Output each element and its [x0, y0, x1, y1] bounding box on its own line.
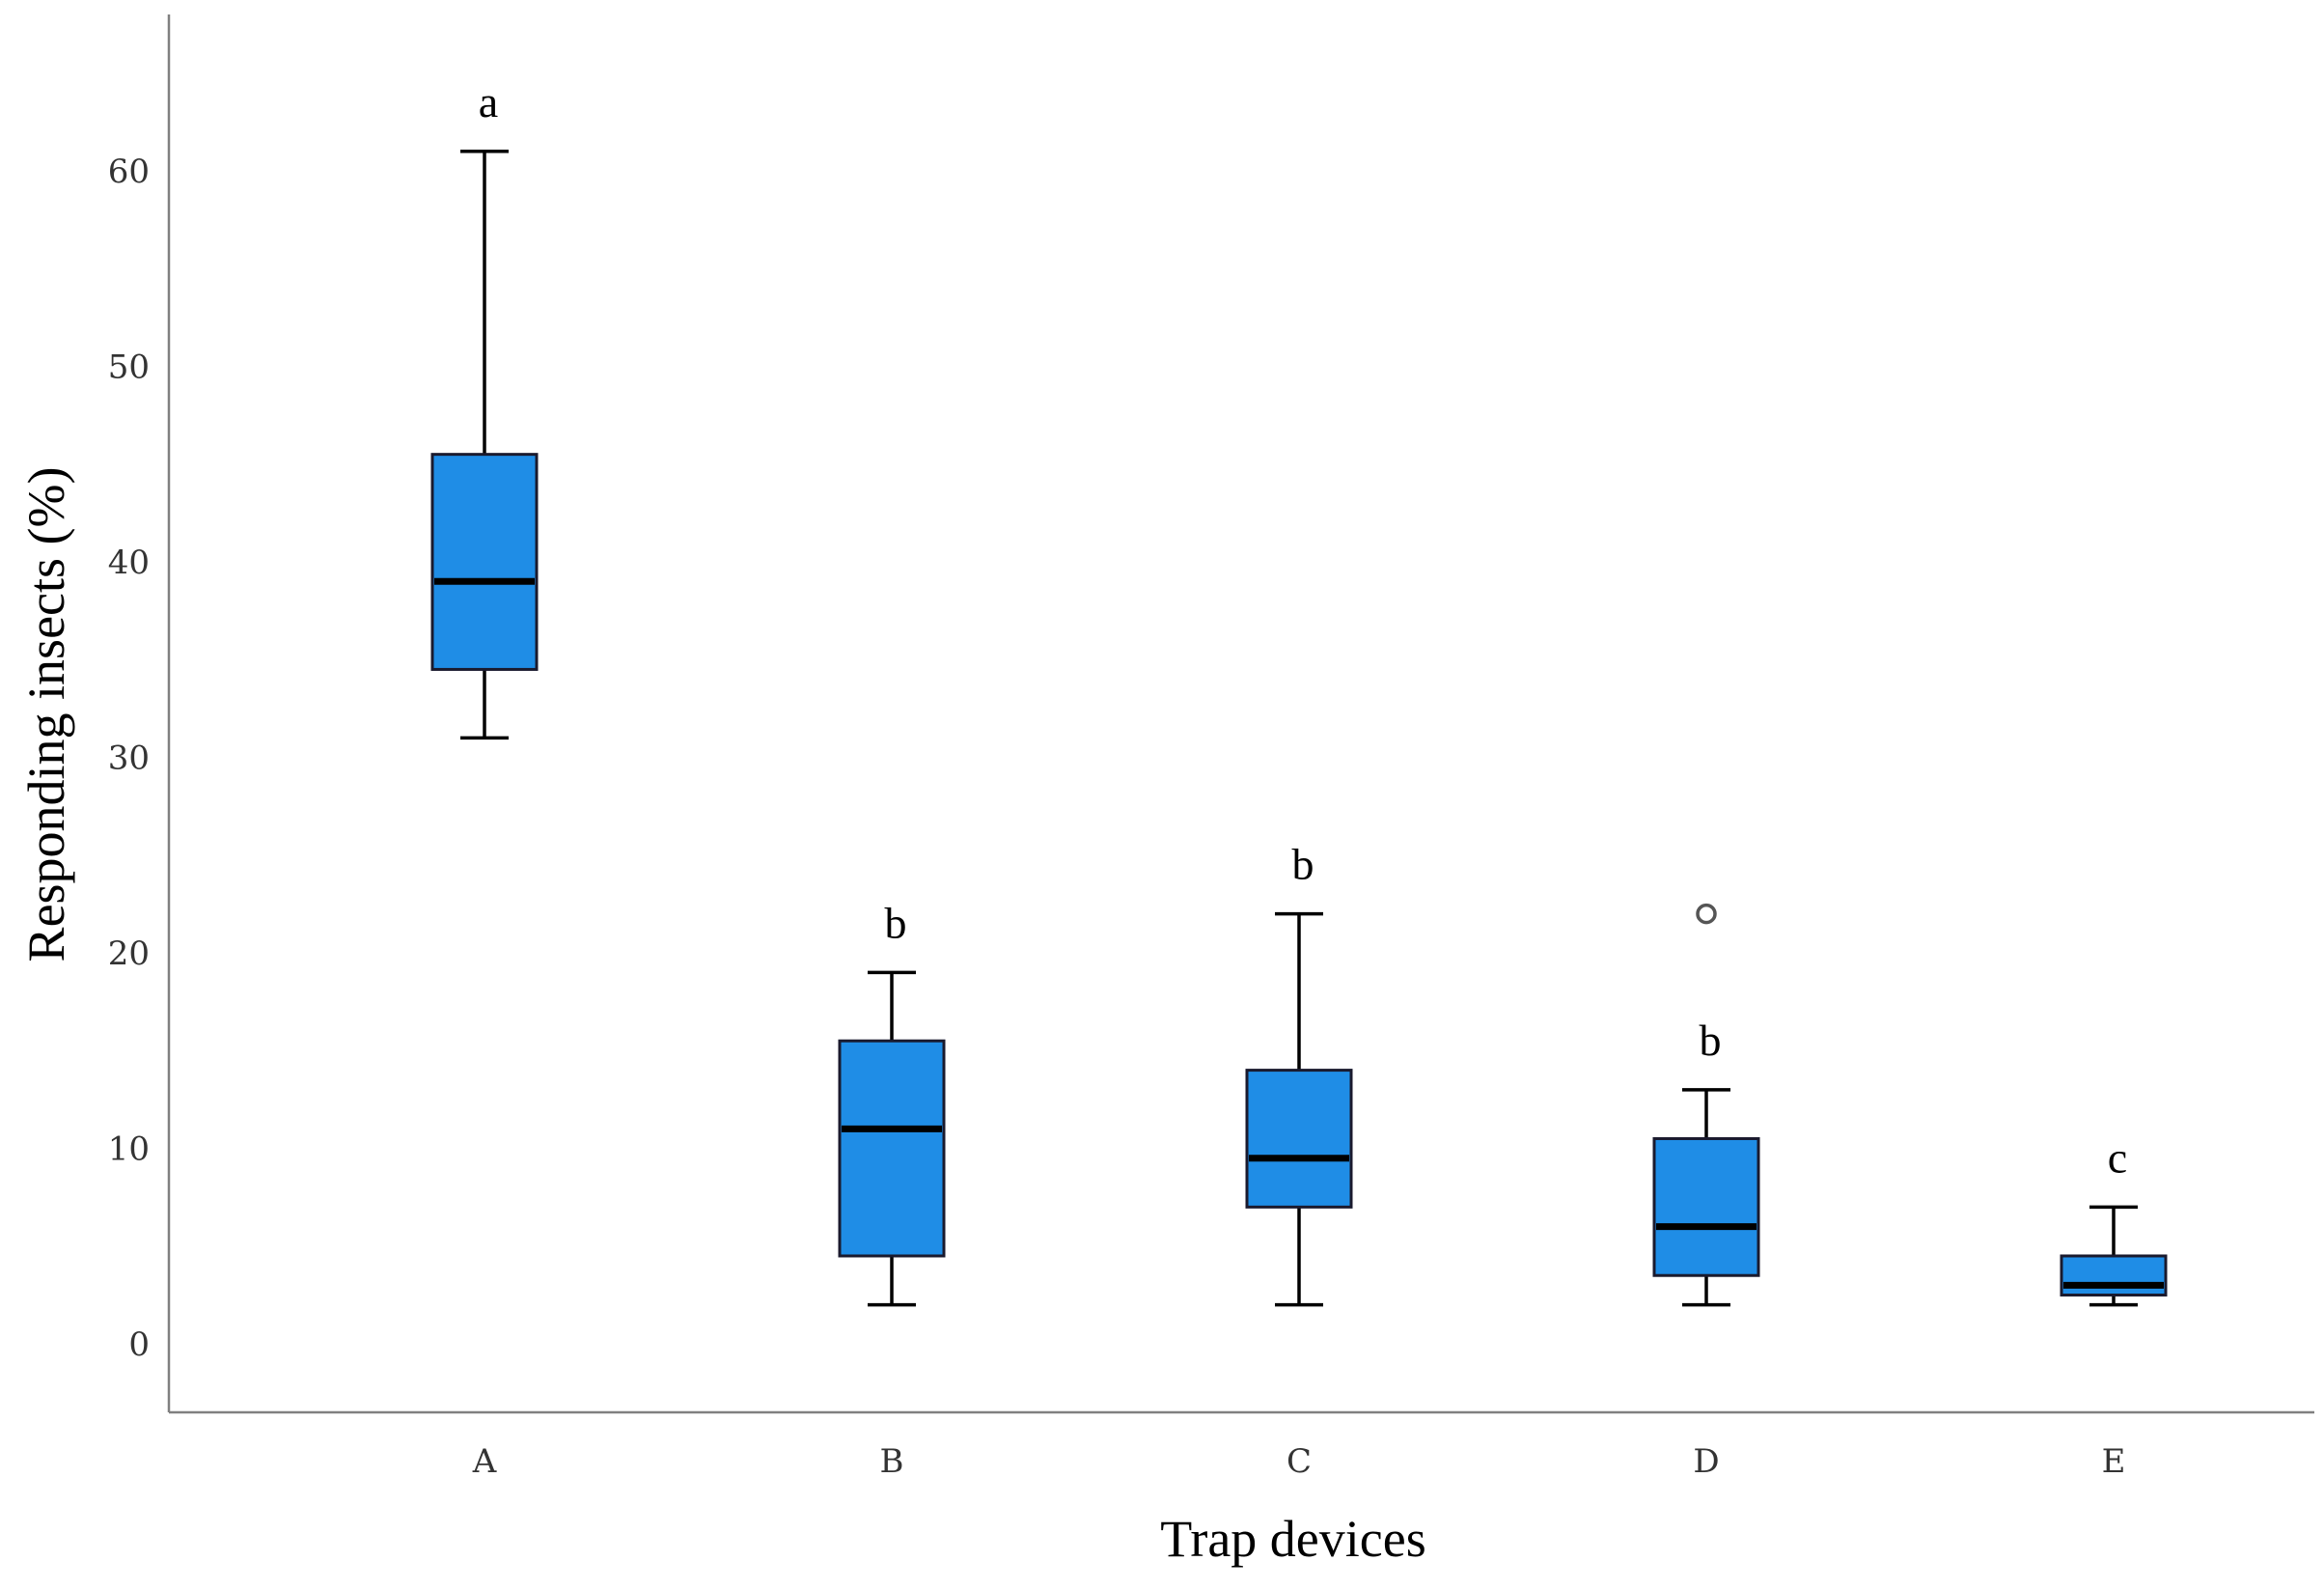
box-group-a: [430, 150, 539, 740]
box-group-d: [1652, 903, 1760, 1307]
iqr-box: [1652, 1136, 1760, 1277]
significance-letter: b: [1292, 840, 1314, 889]
iqr-box: [430, 453, 539, 671]
y-tick-label: 40: [108, 544, 150, 582]
y-tick-label: 0: [128, 1325, 150, 1364]
outlier-point: [1696, 903, 1717, 925]
x-axis-title: Trap devices: [1160, 1510, 1425, 1568]
iqr-box: [1245, 1069, 1353, 1209]
box-group-c: [1245, 911, 1353, 1307]
plot-area: 0 10 20 30 40 50 60 A B C D E a b b b c: [108, 14, 2314, 1481]
significance-letter: b: [1700, 1016, 1722, 1065]
y-axis-title: Responding insects (%): [17, 467, 75, 962]
y-tick-label: 10: [108, 1130, 150, 1169]
x-tick-labels: A B C D E: [472, 1442, 2126, 1481]
significance-letter: a: [479, 77, 498, 126]
iqr-box: [2060, 1254, 2168, 1296]
box-group-e: [2060, 1205, 2168, 1307]
significance-letter: b: [885, 898, 907, 947]
x-tick-label: A: [472, 1442, 497, 1481]
y-tick-labels: 0 10 20 30 40 50 60: [108, 153, 150, 1364]
x-tick-label: E: [2102, 1442, 2126, 1481]
y-tick-label: 50: [108, 348, 150, 387]
significance-letter: c: [2108, 1132, 2127, 1182]
x-tick-label: C: [1286, 1442, 1312, 1481]
x-tick-label: B: [880, 1442, 904, 1481]
y-tick-label: 20: [108, 934, 150, 973]
x-tick-label: D: [1693, 1442, 1719, 1481]
significance-labels: a b b b c: [479, 77, 2127, 1183]
y-tick-label: 60: [108, 153, 150, 191]
iqr-box: [838, 1039, 946, 1258]
boxes-layer: [430, 150, 2168, 1307]
box-group-b: [838, 970, 946, 1307]
y-tick-label: 30: [108, 739, 150, 778]
